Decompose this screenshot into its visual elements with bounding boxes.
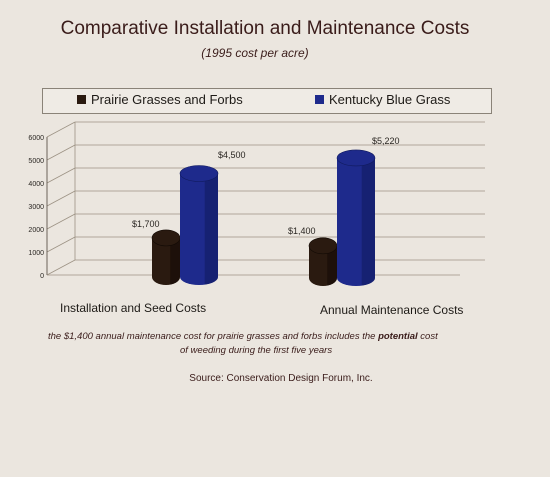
footnote-emphasis: potential	[378, 331, 418, 342]
footnote-line2: of weeding during the first five years	[180, 345, 333, 356]
data-label: $5,220	[372, 136, 400, 146]
legend-item-bluegrass: Kentucky Blue Grass	[315, 92, 450, 107]
gridline-side-5000	[46, 144, 76, 161]
y-tick-label: 4000	[28, 181, 44, 188]
y-tick-label: 1000	[28, 250, 44, 257]
gridline-side-3000	[46, 190, 76, 207]
legend: Prairie Grasses and Forbs Kentucky Blue …	[42, 88, 492, 114]
legend-swatch-prairie	[77, 95, 86, 104]
category-label-maintenance: Annual Maintenance Costs	[320, 303, 464, 317]
footnote-text-before: the $1,400 annual maintenance cost for p…	[48, 331, 379, 342]
legend-label-prairie: Prairie Grasses and Forbs	[91, 92, 243, 107]
data-label: $1,400	[288, 226, 316, 236]
legend-swatch-bluegrass	[315, 95, 324, 104]
category-label-installation: Installation and Seed Costs	[60, 301, 207, 315]
data-label: $4,500	[218, 150, 246, 160]
data-label: $1,700	[132, 219, 160, 229]
y-tick-label: 0	[40, 273, 44, 280]
legend-item-prairie: Prairie Grasses and Forbs	[77, 92, 243, 107]
gridline-side-6000	[46, 121, 76, 138]
gridline-side-4000	[46, 167, 76, 184]
footnote-text-after: cost	[417, 331, 438, 342]
gridline-side-2000	[46, 213, 76, 230]
legend-label-bluegrass: Kentucky Blue Grass	[329, 92, 451, 107]
footnote: the $1,400 annual maintenance cost for p…	[48, 330, 508, 358]
bar-prairie-installation	[151, 229, 181, 285]
y-tick-label: 3000	[28, 204, 44, 211]
bar-prairie-maintenance	[308, 237, 338, 286]
y-tick-label: 2000	[28, 227, 44, 234]
source-credit: Source: Conservation Design Forum, Inc.	[189, 373, 373, 384]
bar-bluegrass-installation	[179, 165, 219, 285]
gridline-side-1000	[46, 236, 76, 253]
chart-subtitle: (1995 cost per acre)	[201, 46, 309, 60]
y-tick-label: 6000	[28, 135, 44, 142]
bar-bluegrass-maintenance	[336, 149, 376, 286]
y-tick-label: 5000	[28, 158, 44, 165]
gridline-side-0	[46, 259, 76, 276]
chart-title: Comparative Installation and Maintenance…	[60, 18, 470, 39]
